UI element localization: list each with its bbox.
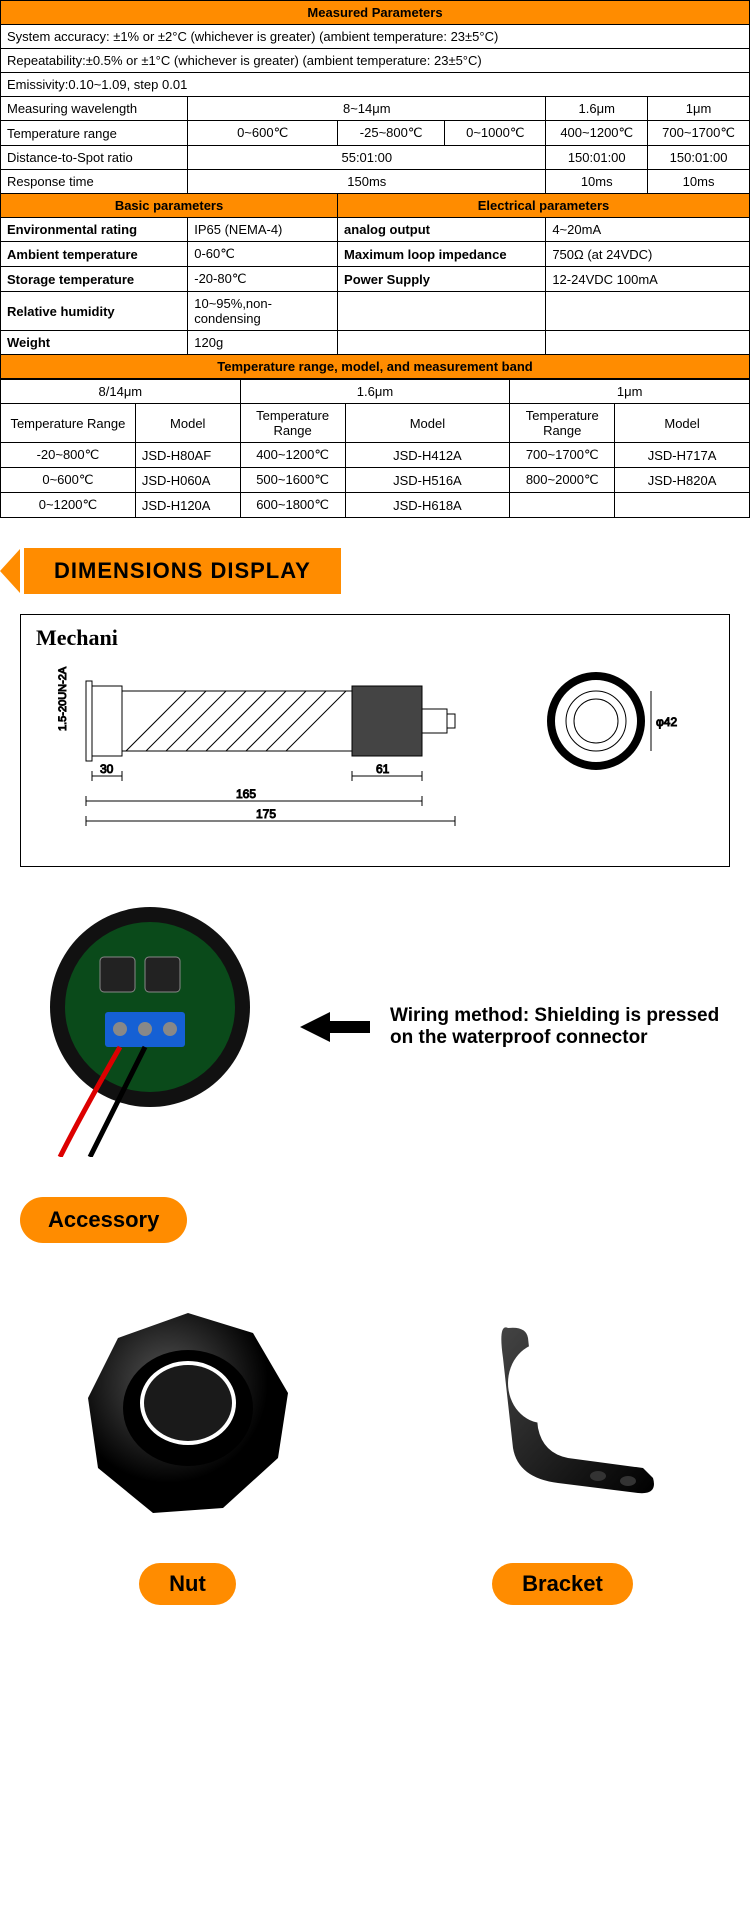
- hdr-electrical: Electrical parameters: [338, 194, 750, 218]
- nut-item: Nut: [58, 1283, 318, 1605]
- dts-v3: 150:01:00: [648, 146, 750, 170]
- bracket-label: Bracket: [492, 1563, 633, 1605]
- r3-tr3: [510, 493, 615, 518]
- wave-label: Measuring wavelength: [1, 97, 188, 121]
- nut-label: Nut: [139, 1563, 236, 1605]
- resp-v3: 10ms: [648, 170, 750, 194]
- dimensions-banner: DIMENSIONS DISPLAY: [0, 548, 750, 594]
- r3-tr1: 0~1200℃: [1, 493, 136, 518]
- arrow-icon: [300, 1012, 370, 1042]
- sto-v: -20-80℃: [188, 267, 338, 292]
- dim-175: 175: [256, 807, 276, 821]
- ps-v: 12-24VDC 100mA: [546, 267, 750, 292]
- r2-m3: JSD-H820A: [615, 468, 750, 493]
- mh-b3: 1μm: [510, 380, 750, 404]
- r1-m1: JSD-H80AF: [135, 443, 240, 468]
- row-emissivity: Emissivity:0.10~1.09, step 0.01: [1, 73, 750, 97]
- dim-30: 30: [100, 762, 114, 776]
- amb-v: 0-60℃: [188, 242, 338, 267]
- wave-c2: 1.6μm: [546, 97, 648, 121]
- wave-c1: 8~14μm: [188, 97, 546, 121]
- dts-v1: 55:01:00: [188, 146, 546, 170]
- ao-v: 4~20mA: [546, 218, 750, 242]
- mechani-label: Mechani: [36, 625, 714, 651]
- amb-l: Ambient temperature: [1, 242, 188, 267]
- model-table: 8/14μm 1.6μm 1μm Temperature Range Model…: [0, 379, 750, 518]
- hdr-measured: Measured Parameters: [1, 1, 750, 25]
- hdr-temp-model: Temperature range, model, and measuremen…: [1, 355, 750, 379]
- dim-165: 165: [236, 787, 256, 801]
- mh-b2: 1.6μm: [240, 380, 510, 404]
- ps-l: Power Supply: [338, 267, 546, 292]
- mli-v: 750Ω (at 24VDC): [546, 242, 750, 267]
- dts-label: Distance-to-Spot ratio: [1, 146, 188, 170]
- dts-v2: 150:01:00: [546, 146, 648, 170]
- resp-v1: 150ms: [188, 170, 546, 194]
- thread-label: 1.5-20UN-2A: [57, 666, 69, 731]
- mh-tr2: Temperature Range: [240, 404, 345, 443]
- accessory-label: Accessory: [20, 1197, 187, 1243]
- r2-tr3: 800~2000℃: [510, 468, 615, 493]
- wave-c3: 1μm: [648, 97, 750, 121]
- r3-m2: JSD-H618A: [345, 493, 510, 518]
- r1-tr3: 700~1700℃: [510, 443, 615, 468]
- wiring-photo: [20, 897, 280, 1157]
- spec-table: Measured Parameters System accuracy: ±1%…: [0, 0, 750, 379]
- rh-v: 10~95%,non-condensing: [188, 292, 338, 331]
- bracket-item: Bracket: [433, 1283, 693, 1605]
- env-l: Environmental rating: [1, 218, 188, 242]
- mh-m3: Model: [615, 404, 750, 443]
- mh-m2: Model: [345, 404, 510, 443]
- mh-m1: Model: [135, 404, 240, 443]
- mh-tr1: Temperature Range: [1, 404, 136, 443]
- r3-tr2: 600~1800℃: [240, 493, 345, 518]
- mh-b1: 8/14μm: [1, 380, 241, 404]
- dimensions-title: DIMENSIONS DISPLAY: [24, 548, 341, 594]
- ao-l: analog output: [338, 218, 546, 242]
- tr-v5: 700~1700℃: [648, 121, 750, 146]
- nut-image: [58, 1283, 318, 1543]
- wiring-section: Wiring method: Shielding is pressed on t…: [20, 897, 730, 1157]
- resp-label: Response time: [1, 170, 188, 194]
- wiring-text: Wiring method: Shielding is pressed on t…: [390, 1005, 730, 1049]
- r1-m3: JSD-H717A: [615, 443, 750, 468]
- tr-v4: 400~1200℃: [546, 121, 648, 146]
- resp-v2: 10ms: [546, 170, 648, 194]
- tr-v2: -25~800℃: [338, 121, 445, 146]
- r1-m2: JSD-H412A: [345, 443, 510, 468]
- bracket-image: [433, 1283, 693, 1543]
- row-accuracy: System accuracy: ±1% or ±2°C (whichever …: [1, 25, 750, 49]
- tr-v3: 0~1000℃: [445, 121, 546, 146]
- tr-label: Temperature range: [1, 121, 188, 146]
- r2-m2: JSD-H516A: [345, 468, 510, 493]
- dim-61: 61: [376, 762, 390, 776]
- r2-tr2: 500~1600℃: [240, 468, 345, 493]
- r3-m1: JSD-H120A: [135, 493, 240, 518]
- r2-m1: JSD-H060A: [135, 468, 240, 493]
- sto-l: Storage temperature: [1, 267, 188, 292]
- tr-v1: 0~600℃: [188, 121, 338, 146]
- rh-l: Relative humidity: [1, 292, 188, 331]
- r3-m3: [615, 493, 750, 518]
- dim-dia: φ42: [656, 715, 677, 729]
- mli-l: Maximum loop impedance: [338, 242, 546, 267]
- mechanical-drawing: Mechani 1.5-20UN-2A: [20, 614, 730, 867]
- mh-tr3: Temperature Range: [510, 404, 615, 443]
- banner-triangle-icon: [0, 549, 20, 593]
- env-v: IP65 (NEMA-4): [188, 218, 338, 242]
- r1-tr1: -20~800℃: [1, 443, 136, 468]
- wt-l: Weight: [1, 331, 188, 355]
- mechanical-svg: 1.5-20UN-2A 30: [36, 661, 716, 841]
- hdr-basic: Basic parameters: [1, 194, 338, 218]
- accessory-row: Nut Bracket: [0, 1283, 750, 1605]
- r1-tr2: 400~1200℃: [240, 443, 345, 468]
- wt-v: 120g: [188, 331, 338, 355]
- row-repeat: Repeatability:±0.5% or ±1°C (whichever i…: [1, 49, 750, 73]
- r2-tr1: 0~600℃: [1, 468, 136, 493]
